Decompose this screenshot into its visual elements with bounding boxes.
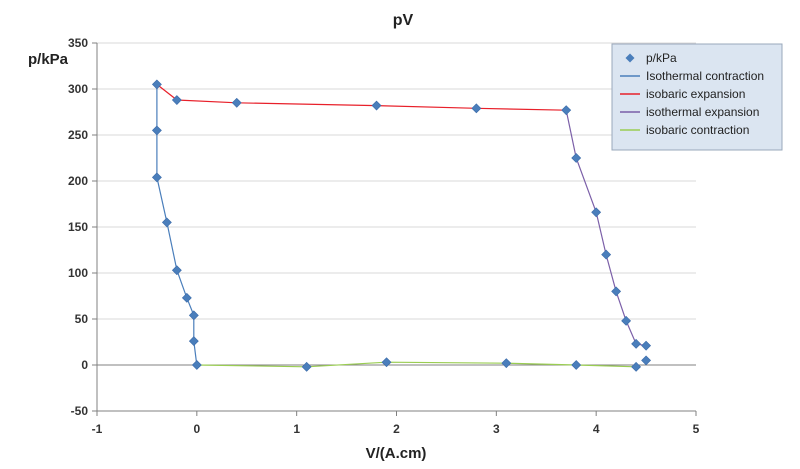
data-point <box>621 315 632 326</box>
x-tick-label: 0 <box>193 422 200 436</box>
legend-box <box>611 43 783 151</box>
data-point <box>371 100 382 111</box>
data-point <box>151 79 162 90</box>
data-point <box>611 286 622 297</box>
data-point <box>641 355 652 366</box>
data-point <box>631 361 642 372</box>
series-line-1 <box>156 83 567 111</box>
chart-title: pV <box>393 12 414 29</box>
y-tick-label: 100 <box>68 266 88 280</box>
y-tick-label: 50 <box>75 312 89 326</box>
y-tick-label: 300 <box>68 82 88 96</box>
data-point <box>381 357 392 368</box>
legend-label: isobaric contraction <box>646 123 749 137</box>
x-tick-label: 4 <box>593 422 600 436</box>
y-tick-label: -50 <box>71 404 89 418</box>
data-point <box>181 292 192 303</box>
series-line-3 <box>196 361 637 368</box>
x-tick-label: 1 <box>293 422 300 436</box>
x-axis-label: V/(A.cm) <box>366 445 427 462</box>
x-tick-label: 2 <box>393 422 400 436</box>
data-point <box>231 97 242 108</box>
legend-label: isobaric expansion <box>646 87 745 101</box>
series-line-2 <box>565 110 647 347</box>
x-tick-label: -1 <box>92 422 103 436</box>
data-markers <box>151 79 652 372</box>
data-point <box>601 249 612 260</box>
data-point <box>501 358 512 369</box>
y-tick-label: 250 <box>68 128 88 142</box>
data-point <box>571 153 582 163</box>
legend-marker <box>625 53 635 63</box>
data-point <box>191 360 202 370</box>
data-point <box>571 360 582 370</box>
data-point <box>171 95 182 105</box>
legend-label: isothermal expansion <box>646 105 759 119</box>
data-point <box>301 361 312 372</box>
data-point <box>151 172 162 183</box>
y-tick-label: 200 <box>68 174 88 188</box>
data-point <box>641 340 652 351</box>
data-point <box>561 105 572 116</box>
data-point <box>188 336 199 347</box>
legend-label: Isothermal contraction <box>646 69 764 83</box>
tick-labels: -50 0 50 100 150 200 250 300 350 -1 0 1 2 3 4 5 <box>68 36 700 436</box>
data-point <box>171 265 182 276</box>
data-point <box>188 310 199 321</box>
y-axis-label: p/kPa <box>28 51 69 68</box>
y-tick-label: 350 <box>68 36 88 50</box>
x-tick-label: 5 <box>693 422 700 436</box>
legend: p/kPa Isothermal contraction isobaric expa… <box>611 43 783 151</box>
y-tick-label: 150 <box>68 220 88 234</box>
y-tick-label: 0 <box>81 358 88 372</box>
data-point <box>151 125 162 136</box>
legend-label: p/kPa <box>646 51 677 65</box>
data-point <box>161 217 172 228</box>
data-point <box>631 338 642 349</box>
data-point <box>591 207 602 218</box>
x-tick-label: 3 <box>493 422 500 436</box>
data-point <box>471 103 482 114</box>
